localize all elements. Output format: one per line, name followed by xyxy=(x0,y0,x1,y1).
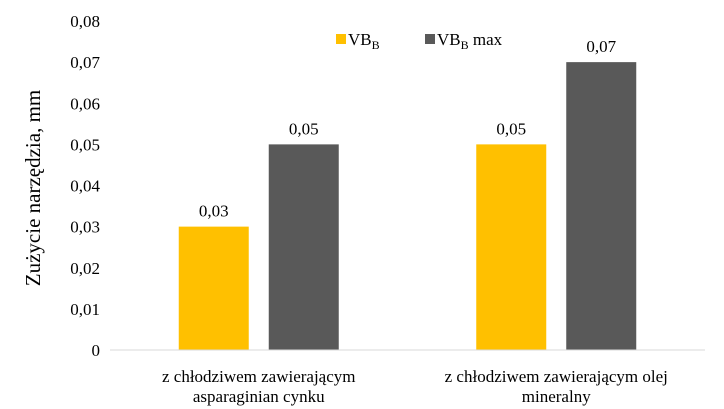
bars xyxy=(178,62,637,350)
legend-swatch xyxy=(425,34,435,44)
y-tick-label: 0 xyxy=(92,341,101,360)
bar xyxy=(476,144,547,350)
y-tick-label: 0,07 xyxy=(70,53,100,72)
category-label: mineralny xyxy=(522,387,591,406)
legend-label: VBB xyxy=(348,30,380,52)
y-tick-label: 0,08 xyxy=(70,12,100,31)
y-tick-label: 0,04 xyxy=(70,177,100,196)
legend-swatch xyxy=(336,34,346,44)
data-label: 0,05 xyxy=(496,119,526,138)
bar xyxy=(178,226,249,350)
category-label: z chłodziwem zawierającym olej xyxy=(445,367,668,386)
bar xyxy=(268,144,339,350)
y-tick-label: 0,02 xyxy=(70,259,100,278)
y-tick-labels: 0 0,01 0,02 0,03 0,04 0,05 0,06 0,07 0,08 xyxy=(70,12,100,360)
category-label: z chłodziwem zawierającym xyxy=(162,367,356,386)
y-tick-label: 0,03 xyxy=(70,218,100,237)
y-tick-label: 0,01 xyxy=(70,300,100,319)
y-tick-label: 0,06 xyxy=(70,94,100,113)
y-axis-label: Zużycie narzędzia, mm xyxy=(21,90,45,286)
legend: VBB VBB max xyxy=(336,30,503,52)
data-label: 0,07 xyxy=(586,37,616,56)
y-tick-label: 0,05 xyxy=(70,135,100,154)
bar xyxy=(566,62,637,350)
data-labels: 0,03 0,05 0,05 0,07 xyxy=(199,37,617,221)
category-label: asparaginian cynku xyxy=(193,387,325,406)
data-label: 0,03 xyxy=(199,202,229,221)
data-label: 0,05 xyxy=(289,119,319,138)
legend-label: VBB max xyxy=(437,30,503,52)
